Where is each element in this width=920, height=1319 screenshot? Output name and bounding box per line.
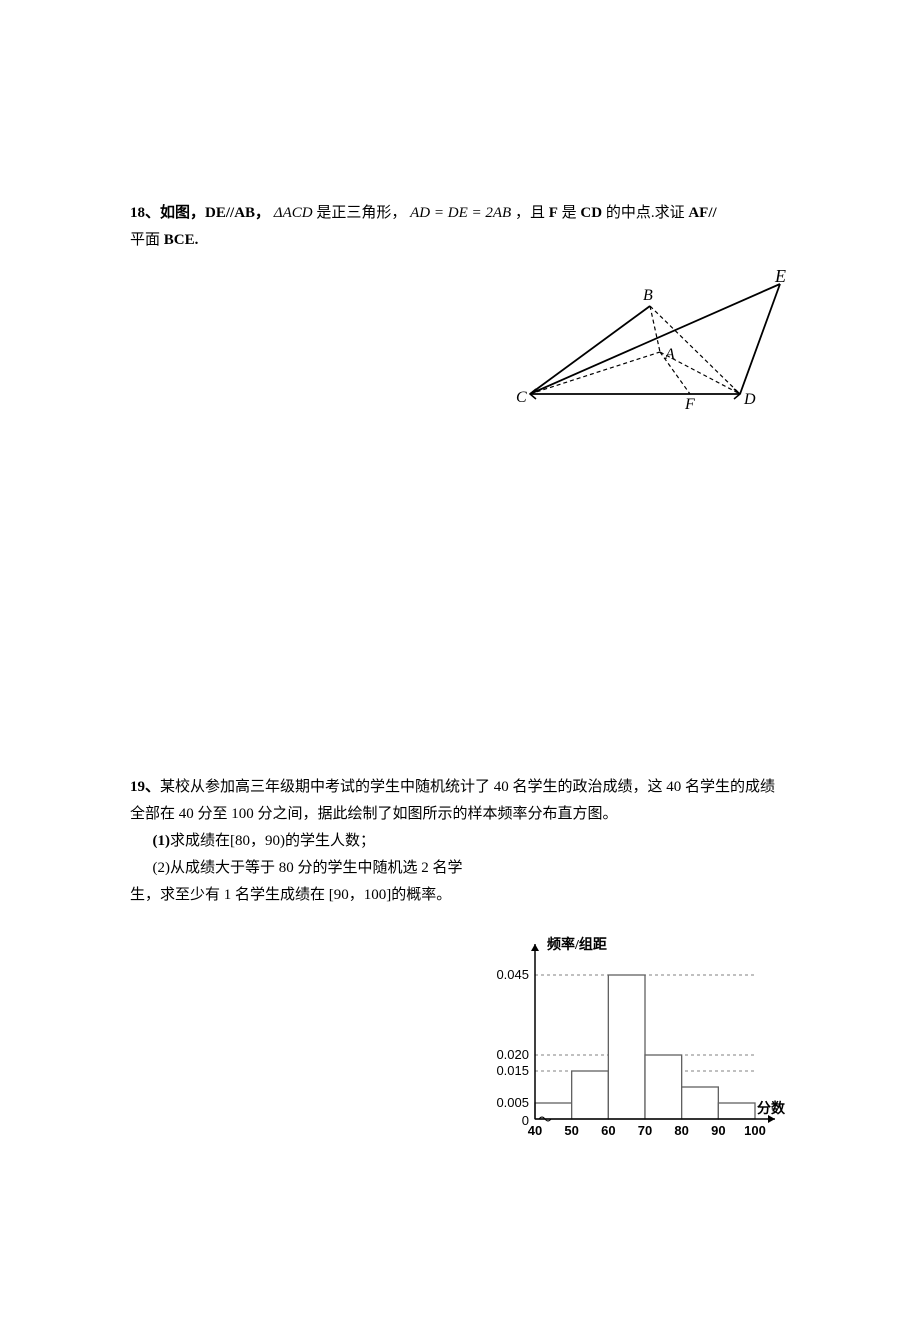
svg-text:40: 40 — [528, 1123, 542, 1138]
svg-text:0.015: 0.015 — [496, 1063, 529, 1078]
p18-eq: AD = DE = 2AB — [410, 205, 511, 221]
p18-f: F — [549, 205, 558, 221]
problem-19-number: 19、 — [130, 779, 160, 795]
svg-text:60: 60 — [601, 1123, 615, 1138]
p19-part1-text: 求成绩在[80，90)的学生人数； — [170, 833, 375, 849]
p18-cd: CD — [580, 205, 602, 221]
p18-triangle: ΔACD — [274, 205, 313, 221]
label-D: D — [743, 391, 756, 408]
p18-prefix: 如图， — [160, 205, 205, 221]
p18-line2-prefix: 平面 — [130, 232, 164, 248]
label-F: F — [684, 396, 695, 413]
problem-19: 19、某校从参加高三年级期中考试的学生中随机统计了 40 名学生的政治成绩，这 … — [130, 774, 790, 1159]
svg-text:0.020: 0.020 — [496, 1047, 529, 1062]
problem-19-subparts: (1)求成绩在[80，90)的学生人数； (2)从成绩大于等于 80 分的学生中… — [130, 828, 490, 909]
p18-deab: DE//AB， — [205, 205, 270, 221]
label-A: A — [664, 346, 675, 363]
svg-text:0.005: 0.005 — [496, 1095, 529, 1110]
p18-bce: BCE. — [164, 232, 199, 248]
problem-18: 18、如图，DE//AB， ΔACD 是正三角形， AD = DE = 2AB … — [130, 200, 790, 424]
histogram-diagram: 0.0450.0200.0150.0050405060708090100频率/组… — [480, 929, 790, 1159]
p19-part1-label: (1) — [153, 833, 171, 849]
svg-text:100: 100 — [744, 1123, 766, 1138]
problem-18-text: 18、如图，DE//AB， ΔACD 是正三角形， AD = DE = 2AB … — [130, 200, 790, 254]
p19-part2-text: 从成绩大于等于 80 分的学生中随机选 2 名学生，求至少有 1 名学生成绩在 … — [130, 860, 463, 903]
svg-text:90: 90 — [711, 1123, 725, 1138]
problem-18-number: 18、 — [130, 205, 160, 221]
histogram-svg: 0.0450.0200.0150.0050405060708090100频率/组… — [480, 929, 790, 1149]
problem-19-intro: 19、某校从参加高三年级期中考试的学生中随机统计了 40 名学生的政治成绩，这 … — [130, 774, 790, 828]
triangle-diagram-svg: A B C D E F — [510, 264, 790, 414]
p19-part2-label: (2) — [153, 860, 171, 876]
p18-af: AF// — [688, 205, 716, 221]
svg-text:分数: 分数 — [757, 1100, 786, 1117]
label-C: C — [516, 389, 527, 406]
svg-text:频率/组距: 频率/组距 — [547, 936, 607, 953]
label-E: E — [774, 266, 786, 286]
p19-text1: 某校从参加高三年级期中考试的学生中随机统计了 40 名学生的政治成绩，这 40 … — [130, 779, 775, 822]
svg-text:70: 70 — [638, 1123, 652, 1138]
p18-mid2: ，且 — [511, 205, 549, 221]
label-B: B — [643, 287, 653, 304]
svg-text:0.045: 0.045 — [496, 967, 529, 982]
diagram-18: A B C D E F — [510, 264, 790, 424]
p18-mid3: 是 — [558, 205, 581, 221]
svg-text:50: 50 — [564, 1123, 578, 1138]
p18-mid1: 是正三角形， — [313, 205, 407, 221]
p18-mid4: 的中点.求证 — [602, 205, 688, 221]
svg-text:80: 80 — [674, 1123, 688, 1138]
